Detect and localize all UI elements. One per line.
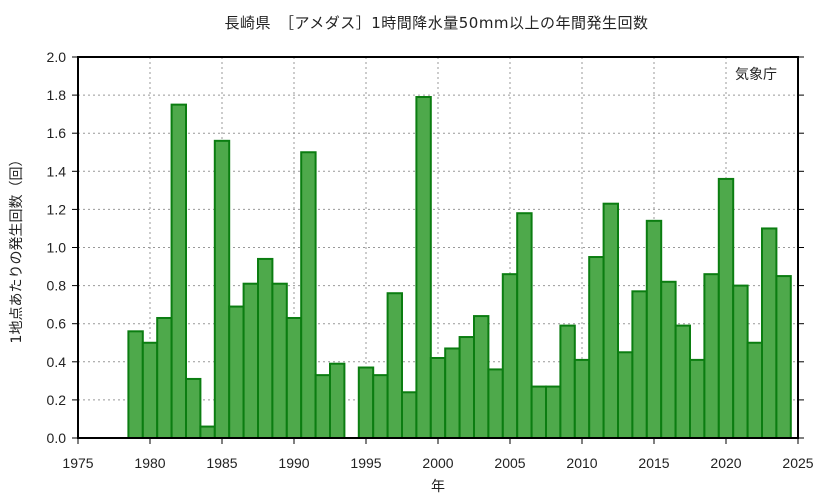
bar xyxy=(401,391,418,439)
y-tick-label: 0.2 xyxy=(47,392,67,408)
x-tick-label: 1990 xyxy=(278,455,309,471)
bar xyxy=(703,273,720,440)
x-tick-label: 1985 xyxy=(206,455,237,471)
y-tick-label: 0.8 xyxy=(47,278,67,294)
x-tick-label: 1975 xyxy=(62,455,93,471)
bar xyxy=(487,368,504,440)
y-tick-label: 1.2 xyxy=(47,201,67,217)
y-tick-label: 1.8 xyxy=(47,87,67,103)
y-tick-label: 0.0 xyxy=(47,430,67,446)
x-tick-label: 2000 xyxy=(422,455,453,471)
tick-labels: 0.0 0.2 0.4 0.6 0.8 1.0 1.2 1.4 1.6 1.8 2.0 1975 198… xyxy=(47,49,814,471)
bar xyxy=(775,275,792,440)
plot-frame xyxy=(77,56,799,439)
axes xyxy=(72,56,804,444)
bar xyxy=(314,374,332,440)
bar xyxy=(631,290,648,439)
bar-series xyxy=(127,96,792,440)
x-tick-label: 2020 xyxy=(710,455,741,471)
bar xyxy=(285,316,303,439)
bar xyxy=(141,341,159,439)
y-tick-label: 0.4 xyxy=(47,354,67,370)
bar xyxy=(386,292,404,439)
bar xyxy=(602,202,619,439)
chart-title: 長崎県 ［アメダス］1時間降水量50mm以上の年間発生回数 xyxy=(224,14,649,32)
bar xyxy=(329,362,346,439)
x-axis-label: 年 xyxy=(431,479,445,495)
bar xyxy=(559,324,576,440)
bar xyxy=(429,356,447,439)
bar xyxy=(444,347,461,439)
x-tick-label: 2010 xyxy=(566,455,597,471)
bar xyxy=(516,212,533,439)
x-tick-label: 2025 xyxy=(782,455,813,471)
bar xyxy=(458,336,476,439)
bar xyxy=(170,103,188,439)
bar xyxy=(530,385,547,440)
bar xyxy=(689,358,706,439)
bar xyxy=(156,316,173,439)
bar xyxy=(660,280,677,440)
bar xyxy=(257,257,274,439)
bar xyxy=(473,315,490,439)
x-tick-label: 1995 xyxy=(350,455,381,471)
credit-label: 気象庁 xyxy=(735,67,777,83)
bar xyxy=(372,374,389,440)
bar xyxy=(185,377,202,440)
bar xyxy=(645,219,663,439)
bar xyxy=(271,282,288,439)
bar xyxy=(732,284,749,439)
bar xyxy=(761,227,778,439)
y-tick-label: 2.0 xyxy=(47,49,67,65)
x-tick-label: 2015 xyxy=(638,455,669,471)
bar xyxy=(300,151,317,439)
bar xyxy=(617,351,634,439)
bar xyxy=(501,273,519,440)
y-tick-label: 1.0 xyxy=(47,240,67,256)
x-tick-label: 1980 xyxy=(134,455,165,471)
bar xyxy=(213,139,231,439)
y-tick-label: 0.6 xyxy=(47,316,67,332)
bar xyxy=(127,330,144,440)
bar xyxy=(228,305,245,439)
bar xyxy=(717,177,735,439)
bar xyxy=(674,324,691,440)
bar xyxy=(199,425,216,440)
bar xyxy=(415,96,432,439)
bar xyxy=(357,366,375,440)
x-tick-label: 2005 xyxy=(494,455,525,471)
y-tick-label: 1.4 xyxy=(47,163,67,179)
bar xyxy=(545,385,562,440)
bar xyxy=(573,358,591,439)
bar xyxy=(746,341,763,439)
bar xyxy=(588,256,605,439)
y-tick-label: 1.6 xyxy=(47,125,67,141)
bar xyxy=(242,282,260,439)
